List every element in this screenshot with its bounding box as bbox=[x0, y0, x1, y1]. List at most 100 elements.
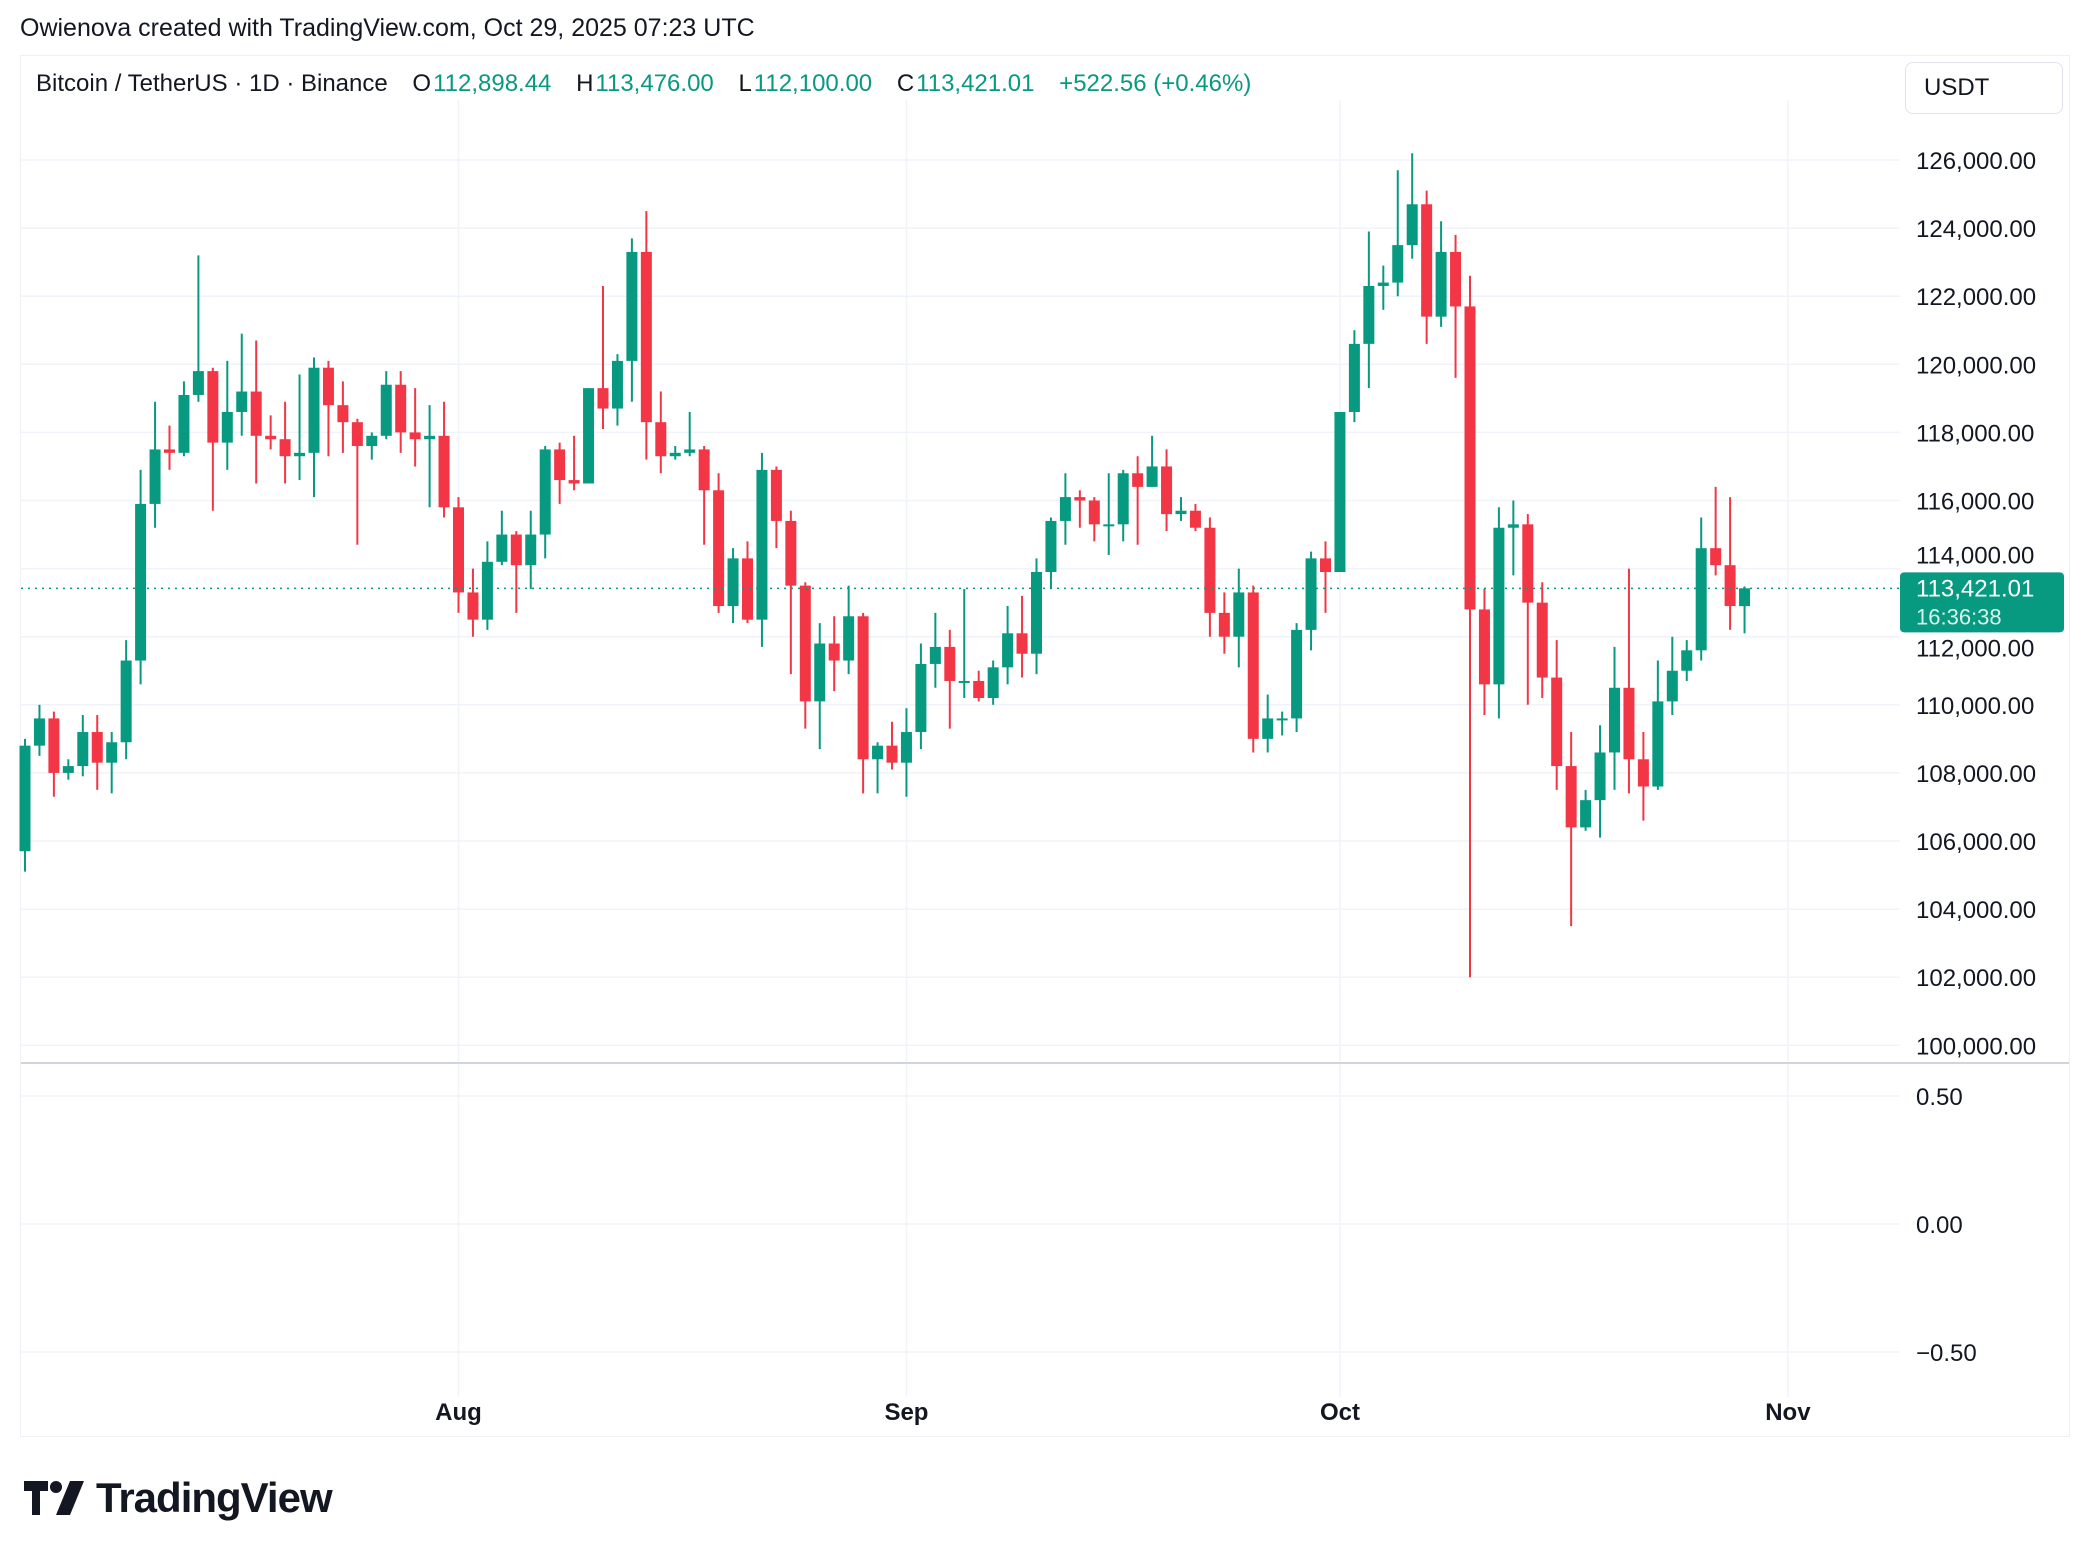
candle-up bbox=[1233, 592, 1245, 637]
currency-button[interactable]: USDT bbox=[1905, 62, 2063, 114]
candle-up bbox=[1117, 473, 1129, 525]
price-tick-label: 120,000.00 bbox=[1916, 352, 2036, 379]
change-value: +522.56 (+0.46%) bbox=[1059, 70, 1252, 97]
candle-down bbox=[1450, 251, 1462, 307]
candle-down bbox=[48, 718, 60, 773]
candle-down bbox=[698, 449, 710, 491]
candle-down bbox=[1016, 633, 1028, 654]
high-value: 113,476.00 bbox=[595, 70, 714, 97]
candle-up bbox=[1377, 282, 1389, 286]
candle-up bbox=[149, 449, 161, 504]
candle-up bbox=[308, 367, 320, 453]
price-tick-label: 116,000.00 bbox=[1916, 489, 2034, 516]
candle-up bbox=[1059, 497, 1071, 521]
candle-down bbox=[91, 732, 103, 763]
symbol-title[interactable]: Bitcoin / TetherUS · 1D · Binance bbox=[36, 70, 388, 97]
candle-up bbox=[221, 411, 233, 443]
price-tick-label: 118,000.00 bbox=[1916, 420, 2034, 447]
candle-up bbox=[1666, 670, 1678, 702]
candle-down bbox=[1204, 527, 1216, 613]
candle-down bbox=[1074, 497, 1086, 501]
candle-down bbox=[597, 388, 609, 409]
last-price-label: 113,421.01 bbox=[1916, 575, 2034, 602]
candle-down bbox=[640, 251, 652, 423]
logo-text: TradingView bbox=[96, 1474, 333, 1521]
candle-up bbox=[611, 360, 623, 409]
candle-up bbox=[958, 680, 970, 683]
candle-up bbox=[178, 394, 190, 453]
candle-up bbox=[192, 371, 204, 395]
candle-down bbox=[886, 745, 898, 763]
candle-down bbox=[438, 435, 450, 508]
candle-down bbox=[1088, 500, 1100, 525]
candle-up bbox=[1609, 687, 1620, 753]
countdown-label: 16:36:38 bbox=[1916, 604, 2002, 629]
candle-up bbox=[915, 663, 927, 733]
candle-down bbox=[857, 616, 869, 760]
candle-up bbox=[1002, 633, 1014, 668]
candle-down bbox=[467, 592, 479, 620]
indicator-tick-label: 0.50 bbox=[1916, 1084, 1963, 1111]
candle-down bbox=[1565, 766, 1577, 828]
candle-up bbox=[294, 452, 306, 457]
candle-up bbox=[1594, 752, 1606, 801]
candle-up bbox=[1045, 520, 1057, 573]
candle-up bbox=[481, 561, 493, 620]
candle-up bbox=[900, 732, 912, 763]
candle-down bbox=[395, 384, 407, 433]
candle-down bbox=[409, 432, 421, 440]
candle-down bbox=[510, 534, 522, 566]
candle-up bbox=[77, 732, 89, 767]
candle-up bbox=[539, 449, 551, 535]
time-tick-label: Sep bbox=[884, 1399, 928, 1426]
candle-up bbox=[1363, 285, 1375, 344]
candle-down bbox=[1247, 592, 1259, 739]
candle-up bbox=[1334, 411, 1346, 573]
candle-down bbox=[164, 449, 175, 453]
candle-down bbox=[453, 507, 464, 593]
candle-up bbox=[1580, 800, 1592, 828]
candle-up bbox=[1435, 251, 1447, 317]
candle-down bbox=[713, 490, 725, 607]
time-tick-label: Aug bbox=[435, 1399, 482, 1426]
candle-down bbox=[207, 371, 219, 443]
candle-down bbox=[1623, 687, 1635, 760]
price-tick-label: 108,000.00 bbox=[1916, 761, 2036, 788]
candle-down bbox=[742, 558, 753, 620]
tradingview-logo[interactable]: TradingView bbox=[24, 1474, 333, 1522]
candle-up bbox=[120, 660, 132, 743]
last-price-badge bbox=[1900, 572, 2064, 633]
candle-down bbox=[799, 585, 811, 702]
ohlc-legend: Bitcoin / TetherUS · 1D · Binance O112,8… bbox=[36, 70, 1253, 98]
price-tick-label: 124,000.00 bbox=[1916, 216, 2036, 243]
candle-up bbox=[236, 391, 248, 412]
candle-up bbox=[1146, 466, 1158, 487]
candle-down bbox=[337, 405, 349, 423]
candle-up bbox=[1276, 718, 1288, 721]
candle-down bbox=[1478, 609, 1490, 685]
candle-up bbox=[872, 745, 884, 760]
candle-down bbox=[568, 480, 580, 484]
candle-up bbox=[1291, 629, 1303, 719]
price-tick-label: 106,000.00 bbox=[1916, 829, 2036, 856]
close-label: C bbox=[896, 70, 915, 97]
candle-up bbox=[1348, 343, 1360, 412]
high-label: H bbox=[576, 70, 594, 97]
candle-up bbox=[33, 718, 45, 746]
candle-up bbox=[684, 449, 696, 453]
price-tick-label: 102,000.00 bbox=[1916, 965, 2036, 992]
candle-up bbox=[1507, 524, 1519, 528]
candle-down bbox=[655, 422, 667, 457]
price-tick-label: 122,000.00 bbox=[1916, 284, 2036, 311]
low-label: L bbox=[738, 70, 752, 97]
candle-down bbox=[279, 439, 291, 457]
candle-down bbox=[1464, 306, 1476, 610]
candle-up bbox=[496, 534, 508, 562]
candle-up bbox=[929, 646, 941, 664]
candle-down bbox=[973, 680, 985, 698]
time-tick-label: Nov bbox=[1765, 1399, 1811, 1426]
candle-up bbox=[106, 742, 118, 763]
candle-down bbox=[1421, 204, 1433, 317]
candle-down bbox=[828, 643, 840, 661]
